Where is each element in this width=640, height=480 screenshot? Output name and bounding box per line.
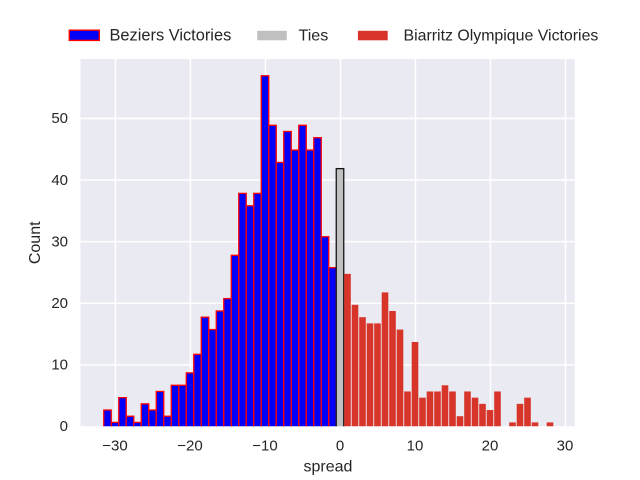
svg-text:Biarritz Olympique Victories: Biarritz Olympique Victories — [404, 28, 599, 45]
svg-text:0: 0 — [60, 418, 68, 435]
svg-text:Ties: Ties — [299, 27, 329, 45]
svg-text:30: 30 — [51, 233, 68, 250]
svg-text:Count: Count — [27, 221, 44, 264]
svg-text:0: 0 — [336, 438, 344, 455]
svg-text:10: 10 — [51, 357, 68, 374]
svg-text:20: 20 — [51, 295, 68, 312]
svg-text:30: 30 — [557, 438, 574, 455]
svg-text:40: 40 — [51, 172, 68, 189]
svg-text:−20: −20 — [177, 438, 202, 455]
svg-text:20: 20 — [482, 438, 499, 455]
svg-text:−10: −10 — [252, 438, 277, 455]
svg-text:50: 50 — [51, 110, 68, 127]
svg-text:10: 10 — [407, 438, 424, 455]
svg-text:Beziers Victories: Beziers Victories — [110, 27, 232, 45]
svg-text:spread: spread — [304, 458, 353, 475]
svg-text:−30: −30 — [102, 438, 127, 455]
